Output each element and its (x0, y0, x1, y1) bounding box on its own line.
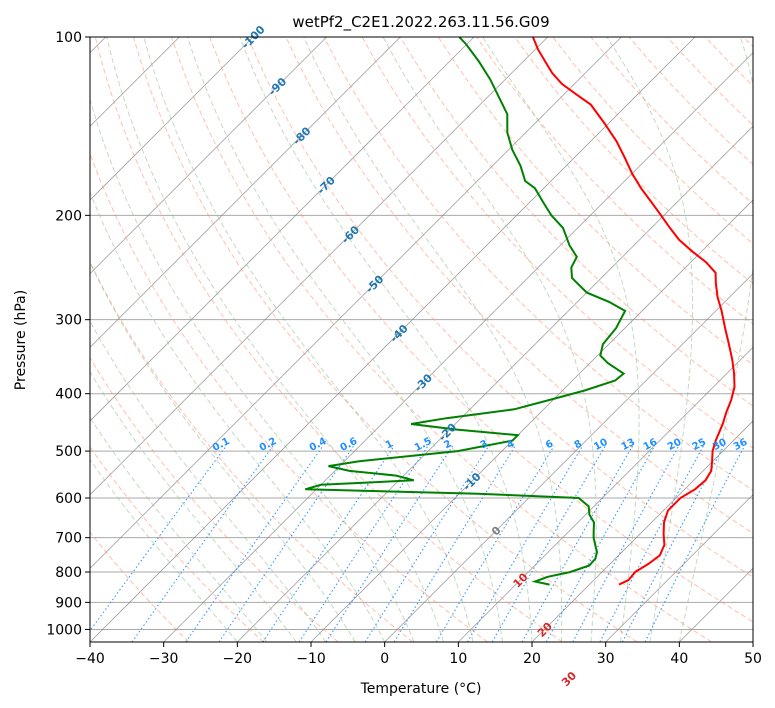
moist-adiabat-line (106, 37, 445, 642)
mixing-ratio-line (467, 445, 584, 642)
dry-adiabat-line (90, 531, 190, 642)
moist-adiabat-line (90, 416, 268, 642)
dry-adiabat-line (247, 37, 753, 578)
isotherm-line (237, 125, 753, 642)
mixing-ratio-line (185, 445, 324, 642)
moist-adiabat-line (143, 37, 474, 642)
dry-adiabat-line (132, 37, 638, 642)
isotherm-line (90, 37, 548, 496)
x-tick-label: 20 (523, 651, 541, 667)
mixing-ratio-line (131, 445, 274, 642)
y-tick-label: 1000 (46, 622, 82, 638)
mixing-ratio-line (393, 445, 516, 642)
dry-adiabat-line (285, 37, 753, 535)
dry-adiabat-line (90, 356, 339, 642)
moist-adiabat-line (382, 37, 597, 642)
mixing-ratio-line (262, 445, 395, 642)
moist-adiabat-line (482, 37, 640, 642)
isotherm-line (90, 37, 475, 422)
y-tick-label: 500 (55, 444, 82, 460)
isotherm-line (90, 37, 696, 642)
x-tick-label: −40 (75, 651, 105, 667)
dry-adiabat-line (514, 37, 753, 285)
moist-adiabat-line (303, 37, 563, 642)
dry-adiabat-line (323, 37, 753, 491)
isotherm-line (163, 52, 753, 642)
moist-adiabat-line (239, 37, 533, 642)
x-tick-label: 0 (380, 651, 389, 667)
moist-adiabat-line (90, 190, 386, 642)
moist-adiabat-line (187, 37, 503, 642)
dry-adiabat-line (171, 37, 712, 642)
mixing-ratio-line (364, 445, 490, 642)
x-tick-label: 40 (670, 651, 688, 667)
y-axis-label: Pressure (hPa) (13, 290, 29, 390)
mixing-ratio-label: 4 (505, 438, 516, 451)
isotherm-line (90, 37, 254, 201)
moist-adiabat-line (90, 320, 327, 642)
chart-title: wetPf2_C2E1.2022.263.11.56.G09 (292, 13, 549, 32)
x-tick-label: 30 (597, 651, 615, 667)
profile-series (305, 37, 736, 586)
temperature-line (531, 37, 736, 586)
y-tick-label: 400 (55, 387, 82, 403)
mixing-ratio-label: 1 (384, 438, 395, 451)
dry-adiabat-line (209, 37, 753, 623)
isotherm-line (90, 37, 622, 569)
isotherm-line (90, 37, 327, 275)
x-tick-label: −10 (296, 651, 326, 667)
x-axis-label: Temperature (°C) (360, 681, 482, 697)
dry-adiabat-line (90, 152, 488, 642)
dry-adiabat-line (399, 37, 753, 407)
y-tick-label: 300 (55, 313, 82, 329)
mixing-ratio-label: 6 (544, 438, 555, 451)
isotherm-line (384, 273, 753, 642)
x-tick-label: 10 (449, 651, 467, 667)
moist-adiabat-line (90, 261, 356, 642)
isotherm-line (90, 37, 401, 348)
mixing-ratio-line (218, 445, 355, 642)
y-tick-label: 700 (55, 531, 82, 547)
moist-adiabat-line (606, 37, 694, 642)
plot-frame (89, 36, 754, 643)
mixing-ratio-line (545, 445, 656, 642)
moist-adiabat-line (90, 458, 238, 642)
y-tick-label: 800 (55, 565, 82, 581)
mixing-ratio-label: 2 (442, 438, 453, 451)
dry-adiabat-line (361, 37, 753, 449)
isotherm-line (531, 420, 753, 642)
mixing-ratio-line (621, 445, 725, 642)
dry-adiabat-line (94, 37, 563, 642)
y-tick-label: 900 (55, 595, 82, 611)
background-lines (90, 37, 753, 642)
isotherm-line (605, 494, 753, 642)
y-tick-label: 100 (55, 30, 82, 46)
dry-adiabat-line (90, 260, 414, 642)
mixing-ratio-line (644, 445, 746, 642)
mixing-ratio-line (521, 445, 633, 642)
dry-adiabat-line (437, 37, 753, 366)
y-tick-label: 200 (55, 208, 82, 224)
x-tick-label: −30 (149, 651, 179, 667)
x-tick-label: 50 (744, 651, 762, 667)
moist-adiabat-line (678, 37, 753, 642)
x-tick-label: −20 (223, 651, 253, 667)
axis-ticks: −40 −30 −20 −10 0 10 20 30 40 50 100 200 300 400 500 60… (46, 30, 762, 667)
mixing-ratio-line (325, 445, 454, 642)
mixing-ratio-line (435, 445, 555, 642)
isotherm-line (458, 346, 753, 642)
dewpoint-line (305, 37, 627, 586)
mixing-ratio-label: 3 (479, 438, 490, 451)
dry-adiabat-line (90, 446, 264, 642)
mixing-ratio-label: 8 (573, 438, 584, 451)
y-tick-label: 600 (55, 491, 82, 507)
